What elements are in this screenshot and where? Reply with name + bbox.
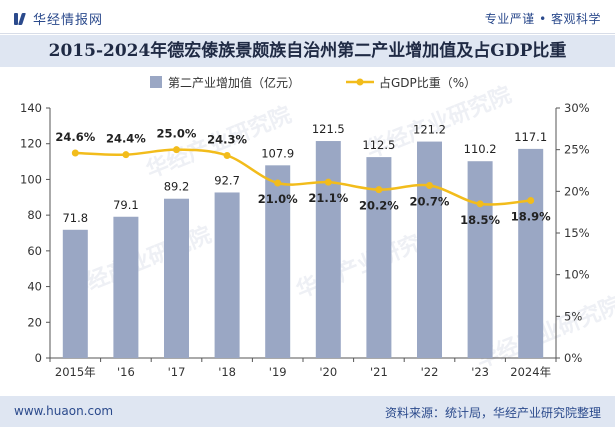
footer-url[interactable]: www.huaon.com <box>14 404 114 418</box>
bar-data-label: 92.7 <box>214 173 240 187</box>
legend-label-bar: 第二产业增加值（亿元） <box>168 75 300 90</box>
line-point <box>375 186 383 194</box>
line-data-label: 18.9% <box>511 210 551 224</box>
tagline: 专业严谨 • 客观科学 <box>484 12 601 26</box>
y-left-tick-label: 100 <box>20 172 42 186</box>
bar <box>164 198 189 358</box>
line-point <box>476 200 484 208</box>
y-left-tick-label: 140 <box>20 101 42 115</box>
footer: www.huaon.com 资料来源：统计局，华经产业研究院整理 <box>0 396 615 427</box>
line-point <box>71 149 79 157</box>
bar-data-label: 79.1 <box>113 198 139 212</box>
line-data-label: 24.4% <box>106 132 146 146</box>
y-left-tick-label: 60 <box>27 244 42 258</box>
line-point <box>274 179 282 187</box>
bar <box>265 165 291 358</box>
y-right-tick-label: 5% <box>564 309 582 323</box>
line-data-label: 25.0% <box>157 127 197 141</box>
bar-data-label: 121.5 <box>312 122 345 136</box>
x-tick-label: '17 <box>168 365 186 379</box>
x-tick-label: '19 <box>269 365 287 379</box>
line-point <box>173 146 180 154</box>
x-tick-label: '18 <box>218 365 236 379</box>
bar <box>467 161 493 358</box>
watermark-text: 华经产业研究院 <box>473 292 615 374</box>
line-point <box>122 151 130 159</box>
bar-data-label: 121.2 <box>413 123 446 137</box>
bar-data-label: 71.8 <box>62 211 88 225</box>
bar <box>113 216 139 358</box>
bar-data-label: 107.9 <box>261 146 294 160</box>
bar <box>518 148 544 358</box>
bar <box>417 141 442 358</box>
legend-swatch-bar <box>150 76 162 88</box>
x-tick-label: 2024年 <box>510 365 551 379</box>
footer-source: 资料来源：统计局，华经产业研究院整理 <box>384 406 601 420</box>
y-left-tick-label: 20 <box>27 315 42 329</box>
line-data-label: 21.0% <box>258 192 298 206</box>
bar-data-label: 112.5 <box>362 138 395 152</box>
y-right-tick-label: 20% <box>564 184 590 198</box>
y-right-tick-label: 30% <box>564 101 590 115</box>
legend-marker-line <box>356 78 364 86</box>
x-tick-label: 2015年 <box>55 365 96 379</box>
chart: 华经产业研究院华经产业研究院华经产业研究院华经产业研究院华经产业研究院第二产业增… <box>20 75 615 379</box>
bar <box>62 229 88 358</box>
huajing-logo-icon <box>13 12 27 26</box>
line-data-label: 20.7% <box>410 195 450 209</box>
bar-data-label: 110.2 <box>464 142 497 156</box>
bar-data-label: 89.2 <box>164 180 190 194</box>
top-bar: 华经情报网 专业严谨 • 客观科学 <box>0 0 615 34</box>
y-left-tick-label: 120 <box>20 137 42 151</box>
bar-data-label: 117.1 <box>514 130 547 144</box>
y-right-tick-label: 10% <box>564 268 590 282</box>
series-line <box>75 148 531 206</box>
y-left-tick-label: 0 <box>35 351 42 365</box>
line-point <box>324 178 332 186</box>
line-data-label: 24.6% <box>55 130 95 144</box>
brand-name: 华经情报网 <box>33 13 104 28</box>
x-tick-label: '16 <box>117 365 135 379</box>
x-tick-label: '20 <box>319 365 337 379</box>
bar <box>214 192 240 358</box>
line-point <box>527 197 535 204</box>
chart-title: 2015-2024年德宏傣族景颇族自治州第二产业增加值及占GDP比重 <box>48 41 567 61</box>
line-point <box>223 152 231 159</box>
line-data-label: 18.5% <box>460 213 500 227</box>
line-data-label: 24.3% <box>207 133 247 147</box>
y-right-tick-label: 15% <box>564 226 590 240</box>
y-left-tick-label: 40 <box>27 280 42 294</box>
y-right-tick-label: 0% <box>564 351 582 365</box>
bar <box>315 141 341 358</box>
y-right-tick-label: 25% <box>564 143 590 157</box>
line-data-label: 20.2% <box>359 199 399 213</box>
x-tick-label: '22 <box>421 365 439 379</box>
title-band: 2015-2024年德宏傣族景颇族自治州第二产业增加值及占GDP比重 <box>0 35 615 67</box>
x-tick-label: '21 <box>370 365 388 379</box>
legend-label-line: 占GDP比重（%） <box>379 75 476 90</box>
x-tick-label: '23 <box>471 365 489 379</box>
line-point <box>426 182 433 189</box>
line-data-label: 21.1% <box>308 191 348 205</box>
y-left-tick-label: 80 <box>27 208 42 222</box>
brand[interactable]: 华经情报网 <box>13 9 103 28</box>
